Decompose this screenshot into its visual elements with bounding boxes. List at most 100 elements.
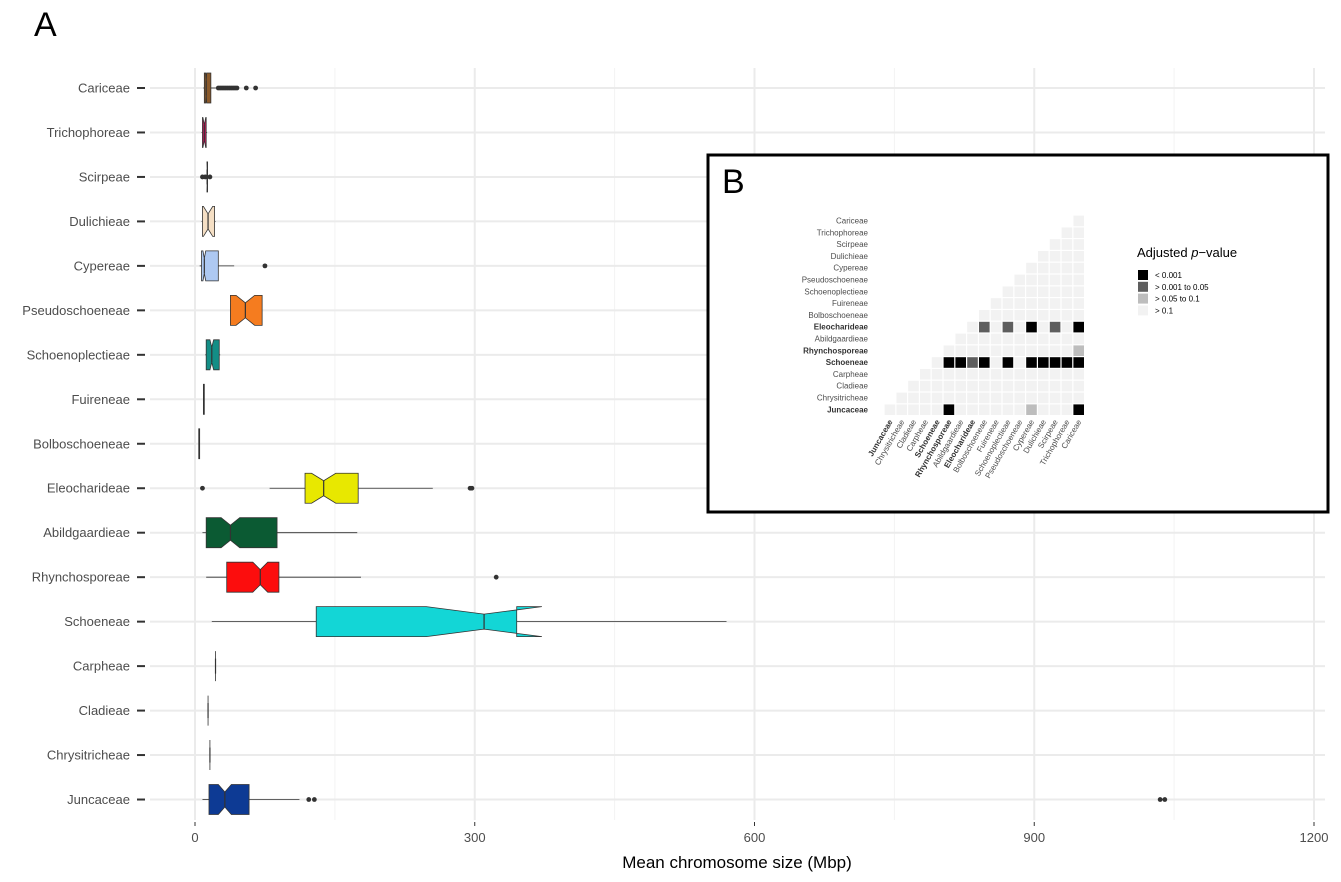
outlier-point	[306, 797, 312, 802]
heatmap-cell	[979, 333, 990, 345]
box-trichophoreae	[201, 117, 208, 148]
box-body	[304, 472, 359, 504]
heatmap-cell	[990, 345, 1002, 356]
heatmap-row-label: Cariceae	[836, 217, 869, 226]
heatmap-cell	[931, 404, 943, 415]
y-tick-label: Rhynchosporeae	[32, 570, 130, 585]
heatmap-cell	[943, 345, 955, 356]
x-tick-label: 1200	[1300, 830, 1329, 845]
heatmap-cell	[1049, 357, 1061, 368]
heatmap-row-label: Fuireneae	[832, 299, 869, 308]
heatmap-cell	[1061, 298, 1073, 309]
heatmap-cell	[1014, 392, 1025, 404]
heatmap-cell	[1049, 286, 1061, 297]
heatmap-cell	[1061, 286, 1073, 297]
box-cypereae	[199, 250, 268, 282]
heatmap-cell	[1002, 345, 1014, 356]
y-tick-label: Fuireneae	[71, 392, 130, 407]
heatmap-cell	[1061, 321, 1073, 333]
heatmap-cell	[1049, 310, 1061, 321]
heatmap-cell	[943, 392, 955, 404]
heatmap-row-label: Eleocharideae	[814, 323, 869, 332]
heatmap-row-label: Carpheae	[833, 370, 869, 379]
heatmap-cell	[1073, 239, 1084, 250]
box-body	[208, 784, 250, 815]
heatmap-cell	[967, 345, 978, 356]
x-tick-label: 600	[744, 830, 766, 845]
outlier-point	[1162, 797, 1168, 802]
heatmap-legend: Adjusted p−value < 0.001 > 0.001 to 0.05 >…	[1137, 245, 1237, 316]
heatmap-row-label: Schoenoplectieae	[804, 287, 868, 296]
heatmap-cell	[1049, 369, 1061, 380]
box-rhynchosporeae	[206, 561, 499, 593]
box-cariceae	[203, 72, 259, 104]
heatmap-cell	[1073, 298, 1084, 309]
x-tick-label: 0	[191, 830, 198, 845]
heatmap-row-label: Juncaceae	[827, 405, 868, 414]
y-tick-label: Cariceae	[78, 81, 130, 96]
heatmap-cell	[1026, 274, 1037, 286]
heatmap-cell	[1002, 333, 1014, 345]
heatmap-cell	[920, 404, 931, 415]
heatmap-cell	[967, 369, 978, 380]
heatmap-cell	[1061, 262, 1073, 274]
box-body	[201, 250, 219, 282]
heatmap-cell	[1073, 310, 1084, 321]
y-tick-label: Eleocharideae	[47, 481, 130, 496]
heatmap-cell	[1026, 392, 1037, 404]
box-scirpeae	[200, 161, 213, 193]
heatmap-cell	[1038, 369, 1049, 380]
heatmap-cell	[1002, 369, 1014, 380]
heatmap-cell	[955, 392, 966, 404]
legend-label: < 0.001	[1155, 271, 1182, 280]
heatmap-cell	[1014, 357, 1025, 368]
heatmap-cell	[990, 404, 1002, 415]
y-tick-label: Schoeneae	[64, 614, 130, 629]
heatmap-cell	[1038, 321, 1049, 333]
heatmap-cell	[908, 392, 919, 404]
x-axis-title: Mean chromosome size (Mbp)	[622, 853, 852, 872]
heatmap-row-label: Trichophoreae	[817, 228, 869, 237]
heatmap-cell	[1049, 345, 1061, 356]
heatmap-cell	[1038, 357, 1049, 368]
heatmap-cell	[1038, 310, 1049, 321]
y-tick-label: Dulichieae	[69, 214, 130, 229]
heatmap-cell	[1002, 286, 1014, 297]
heatmap-row-label: Chrysitricheae	[817, 394, 869, 403]
y-tick-label: Schoenoplectieae	[27, 347, 130, 362]
heatmap-cell	[920, 392, 931, 404]
heatmap-cell	[943, 404, 955, 415]
heatmap-row-label: Scirpeae	[836, 240, 868, 249]
box-body	[205, 517, 278, 549]
y-tick-label: Pseudoschoeneae	[22, 303, 130, 318]
heatmap-cell	[979, 321, 990, 333]
heatmap-row-label: Pseudoschoeneae	[802, 276, 869, 285]
heatmap-cell	[1073, 215, 1084, 227]
heatmap-cell	[1073, 380, 1084, 392]
heatmap-row-label: Dulichieae	[831, 252, 869, 261]
legend-swatch	[1138, 293, 1148, 304]
heatmap-cell	[955, 404, 966, 415]
heatmap-cell	[1014, 321, 1025, 333]
heatmap-cell	[884, 404, 896, 415]
heatmap-cell	[990, 298, 1002, 309]
heatmap-cell	[931, 357, 943, 368]
heatmap-cell	[1061, 251, 1073, 262]
heatmap-cell	[1014, 298, 1025, 309]
heatmap-cell	[1061, 310, 1073, 321]
heatmap-cell	[943, 357, 955, 368]
heatmap-panel: B Cariceae Trichophoreae Scirpeae Dulichiea…	[706, 153, 1330, 514]
panel-a-label: A	[34, 6, 57, 44]
heatmap-cell	[1049, 239, 1061, 250]
heatmap-cell	[979, 369, 990, 380]
heatmap-cell	[955, 369, 966, 380]
heatmap-cell	[967, 392, 978, 404]
heatmap-cell	[1073, 321, 1084, 333]
heatmap-cell	[1002, 298, 1014, 309]
heatmap-cell	[1049, 262, 1061, 274]
heatmap-cell	[1014, 274, 1025, 286]
heatmap-cell	[908, 380, 919, 392]
heatmap-cell	[1073, 274, 1084, 286]
outlier-point	[311, 797, 317, 802]
